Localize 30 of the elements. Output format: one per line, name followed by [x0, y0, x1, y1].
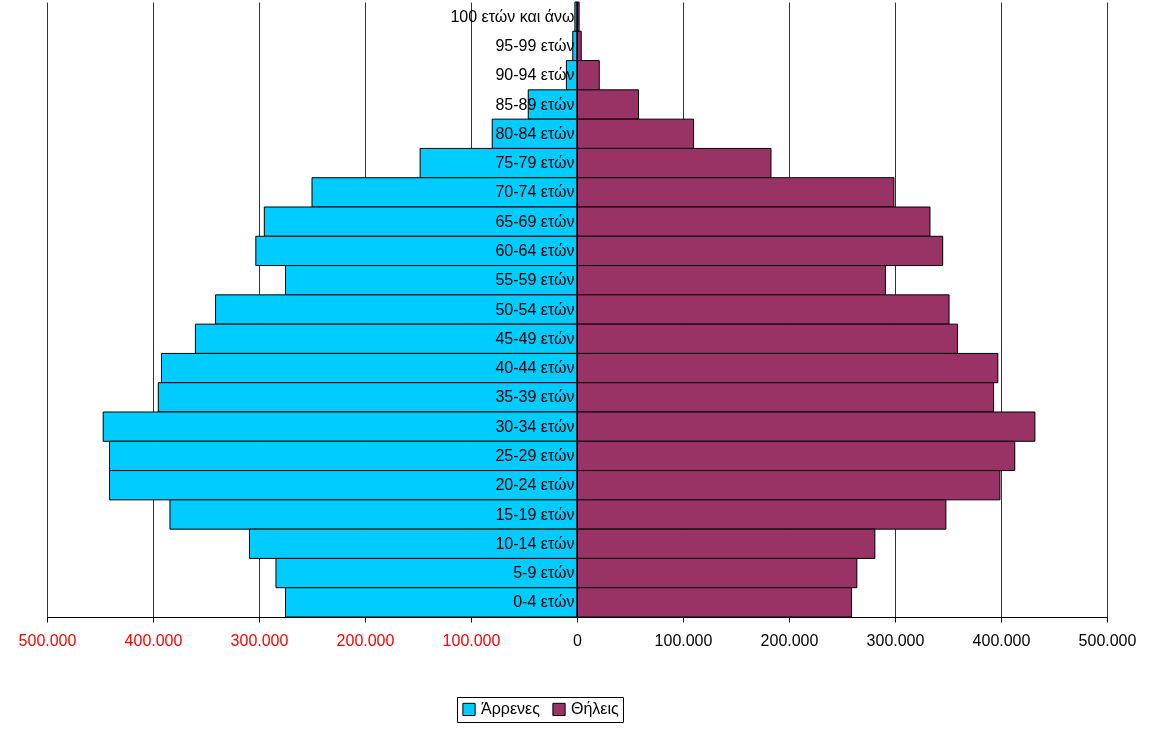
x-tick-label: 200.000 — [336, 631, 395, 649]
y-tick-label: 5-9 ετών — [513, 564, 575, 582]
x-tick-label: 300.000 — [866, 631, 925, 649]
y-tick-label: 65-69 ετών — [495, 212, 575, 230]
legend-label: Άρρενες — [481, 700, 541, 718]
y-tick-label: 10-14 ετών — [495, 534, 575, 552]
x-tick-label: 300.000 — [230, 631, 289, 649]
y-tick-label: 55-59 ετών — [495, 271, 575, 289]
x-tick-label: 500.000 — [1078, 631, 1137, 649]
y-tick-label: 75-79 ετών — [495, 154, 575, 172]
x-tick-label: 0 — [573, 631, 583, 649]
y-tick-label: 30-34 ετών — [495, 417, 575, 435]
y-tick-label: 80-84 ετών — [495, 124, 575, 142]
y-tick-label: 60-64 ετών — [495, 241, 575, 259]
y-tick-label: 25-29 ετών — [495, 446, 575, 464]
y-tick-label: 35-39 ετών — [495, 388, 575, 406]
y-tick-label: 0-4 ετών — [513, 593, 575, 611]
x-tick-label: 400.000 — [972, 631, 1031, 649]
y-tick-label: 50-54 ετών — [495, 300, 575, 318]
y-tick-label: 20-24 ετών — [495, 476, 575, 494]
x-tick-label: 400.000 — [124, 631, 183, 649]
y-tick-label: 40-44 ετών — [495, 359, 575, 377]
x-tick-label: 100.000 — [442, 631, 501, 649]
x-tick-label: 100.000 — [654, 631, 713, 649]
x-tick-label: 200.000 — [760, 631, 819, 649]
legend-label: Θήλεις — [571, 700, 620, 718]
y-tick-label: 45-49 ετών — [495, 329, 575, 347]
y-tick-label: 15-19 ετών — [495, 505, 575, 523]
x-tick-label: 500.000 — [18, 631, 77, 649]
y-tick-label: 70-74 ετών — [495, 183, 575, 201]
